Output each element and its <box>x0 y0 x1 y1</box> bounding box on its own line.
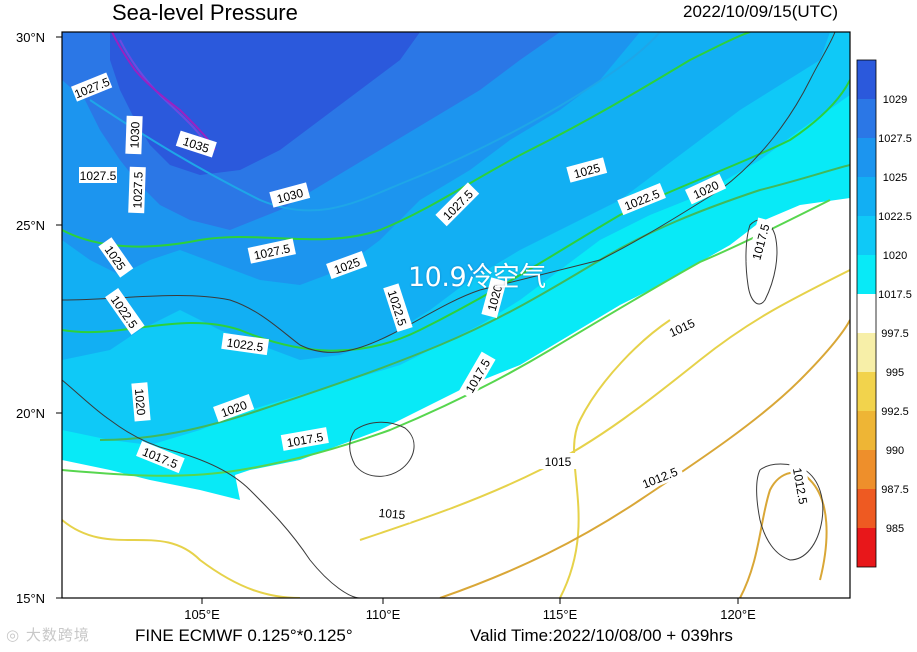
isobar-label: 1025 <box>572 161 602 182</box>
isobar-label: 1030 <box>275 186 305 207</box>
lon-label-110: 110°E <box>366 607 401 622</box>
lon-label-105: 105°E <box>184 607 220 622</box>
cold-air-annotation: 10.9冷空气 <box>408 262 546 293</box>
lon-label-115: 115°E <box>543 607 578 622</box>
forecast-timestamp: 2022/10/09/15(UTC) <box>683 2 838 21</box>
colorbar-swatch <box>857 489 876 528</box>
longitude-axis: 105°E 110°E 115°E 120°E <box>184 598 756 622</box>
colorbar-swatch <box>857 138 876 177</box>
colorbar-label: 987.5 <box>881 484 909 496</box>
colorbar-label: 1027.5 <box>878 133 912 145</box>
isobar-label: 1020 <box>485 283 506 313</box>
watermark-icon: ◎ <box>6 626 26 644</box>
colorbar-swatch <box>857 372 876 411</box>
lat-label-25: 25°N <box>16 218 45 233</box>
colorbar-label: 1020 <box>883 250 907 262</box>
lat-label-15: 15°N <box>16 591 45 606</box>
map-field: 1027.5 1030 1035 1027.5 1027.5 1030 1027… <box>62 32 850 598</box>
map-border <box>61 31 851 599</box>
colorbar-label: 995 <box>886 367 904 379</box>
colorbar-label: 990 <box>886 445 904 457</box>
colorbar-swatch <box>857 333 876 372</box>
colorbar-swatch <box>857 216 876 255</box>
colorbar-swatch <box>857 60 876 99</box>
isobar-label: 1017.5 <box>286 430 325 450</box>
lat-label-30: 30°N <box>16 30 45 45</box>
watermark-text: 大数跨境 <box>25 626 90 644</box>
colorbar-label: 985 <box>886 523 904 535</box>
lat-label-20: 20°N <box>16 406 45 421</box>
colorbar-swatch <box>857 294 876 333</box>
valid-time: Valid Time:2022/10/08/00 + 039hrs <box>470 626 733 645</box>
colorbar-label: 1029 <box>883 94 907 106</box>
isobar-label: 1030 <box>128 121 143 148</box>
colorbar-swatch <box>857 528 876 567</box>
isobar-label: 1015 <box>545 455 572 469</box>
colorbar-swatch <box>857 450 876 489</box>
colorbar-swatch <box>857 99 876 138</box>
isobar-label: 1015 <box>378 506 406 522</box>
colorbar: 1029 1027.5 1025 1022.5 1020 1017.5 997.… <box>856 59 912 568</box>
chart-title: Sea-level Pressure <box>112 0 298 25</box>
model-info: FINE ECMWF 0.125°*0.125° <box>135 626 353 645</box>
watermark-logo: ◎ 大数跨境 <box>6 624 90 645</box>
isobar-label: 1027.5 <box>80 169 117 183</box>
isobar-label: 1022.5 <box>226 336 265 355</box>
colorbar-label: 992.5 <box>881 406 909 418</box>
colorbar-label: 997.5 <box>881 328 909 340</box>
isobar-label: 1027.5 <box>130 171 145 208</box>
colorbar-swatch <box>857 411 876 450</box>
lon-label-120: 120°E <box>720 607 756 622</box>
isobar-label: 1020 <box>132 388 148 416</box>
latitude-axis: 30°N 25°N 20°N 15°N <box>16 30 62 606</box>
colorbar-swatch <box>857 255 876 294</box>
colorbar-label: 1017.5 <box>878 289 912 301</box>
colorbar-label: 1022.5 <box>878 211 912 223</box>
colorbar-swatch <box>857 177 876 216</box>
isobar-label: 1012.5 <box>790 467 810 506</box>
colorbar-label: 1025 <box>883 172 907 184</box>
